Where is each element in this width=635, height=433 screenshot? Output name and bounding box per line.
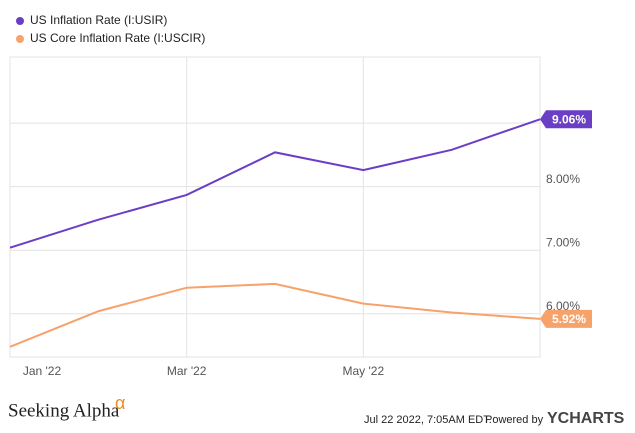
- end-label-box: [540, 309, 592, 328]
- timestamp: Jul 22 2022, 7:05AM EDT.: [364, 414, 492, 426]
- end-label-box: [540, 110, 592, 129]
- x-tick-label: Mar '22: [167, 364, 207, 378]
- brand: Seeking Alpha: [8, 400, 120, 421]
- end-label: 5.92%: [540, 309, 592, 328]
- series-line: [9, 118, 541, 249]
- end-label: 9.06%: [540, 110, 592, 129]
- end-label-text: 9.06%: [552, 112, 586, 126]
- legend-label: US Inflation Rate (I:USIR): [30, 13, 167, 27]
- end-label-text: 5.92%: [552, 312, 586, 326]
- x-tick-label: May '22: [343, 364, 385, 378]
- provider: YCHARTS: [547, 410, 625, 427]
- series-line: [9, 282, 541, 348]
- legend-marker: [16, 17, 24, 25]
- y-tick-label: 7.00%: [546, 235, 580, 249]
- legend-marker: [16, 35, 24, 43]
- legend-label: US Core Inflation Rate (I:USCIR): [30, 31, 205, 45]
- powered-by: Powered by: [485, 414, 544, 426]
- y-tick-label: 6.00%: [546, 299, 580, 313]
- x-tick-label: Jan '22: [23, 364, 62, 378]
- y-tick-label: 8.00%: [546, 172, 580, 186]
- brand-symbol: α: [115, 393, 125, 413]
